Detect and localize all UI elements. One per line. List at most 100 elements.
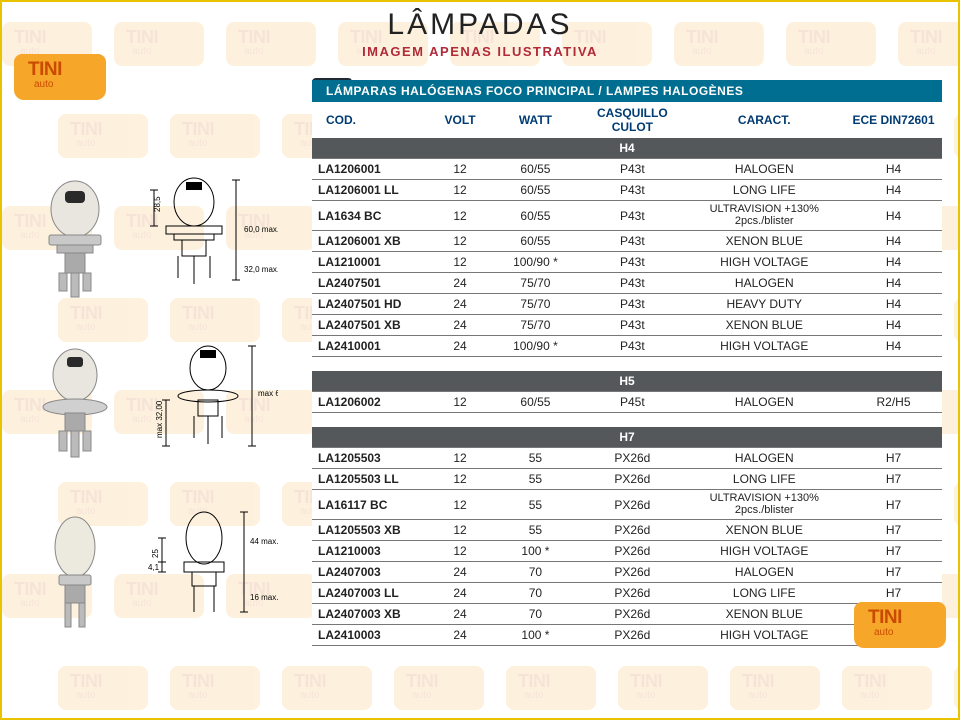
section-row: H5 [312,371,942,392]
cell-ece: H7 [845,448,942,469]
col-volt: VOLT [430,102,489,138]
svg-text:16 max.: 16 max. [250,593,278,602]
table-row: LA1206001 LL1260/55P43tLONG LIFEH4 [312,180,942,201]
table-row: LA241000324100 *PX26dHIGH VOLTAGEH7 [312,625,942,646]
cell-volt: 12 [430,159,489,180]
cell-watt: 75/70 [490,315,582,336]
cell-cas: PX26d [581,448,683,469]
cell-ece: H4 [845,231,942,252]
cell-watt: 60/55 [490,392,582,413]
cell-volt: 12 [430,541,489,562]
cell-cas: PX26d [581,469,683,490]
lamp-table: COD. VOLT WATT CASQUILLO CULOT CARACT. E… [312,102,942,660]
cell-cas: P43t [581,159,683,180]
cell-cas: PX26d [581,490,683,520]
cell-cas: P43t [581,180,683,201]
cell-car: HALOGEN [684,562,846,583]
cell-ece: H4 [845,273,942,294]
cell-cod: LA1634 BC [312,201,430,231]
cell-car: XENON BLUE [684,604,846,625]
cell-watt: 70 [490,604,582,625]
cell-cod: LA1206002 [312,392,430,413]
bulb-row-h7: 44 max. 16 max. 4,1 25 [20,508,300,648]
bulb-images-column: 60,0 max. 32,0 max. 28,5 [20,172,300,676]
cell-cod: LA1205503 XB [312,520,430,541]
cell-cod: LA2407003 LL [312,583,430,604]
cell-cod: LA2407501 XB [312,315,430,336]
cell-cas: PX26d [581,604,683,625]
cell-ece: R2/H5 [845,392,942,413]
cell-watt: 100 * [490,625,582,646]
bulb-diagram-h7: 44 max. 16 max. 4,1 25 [148,508,278,648]
cell-cas: P43t [581,201,683,231]
cell-volt: 12 [430,392,489,413]
cell-ece: H7 [845,583,942,604]
brand-badge-bottom-right: TINIauto [854,602,946,648]
cell-volt: 12 [430,448,489,469]
cell-watt: 100 * [490,541,582,562]
cell-cas: P43t [581,336,683,357]
table-row: LA2407003 LL2470PX26dLONG LIFEH7 [312,583,942,604]
table-row: LA1205503 XB1255PX26dXENON BLUEH7 [312,520,942,541]
cell-ece: H4 [845,201,942,231]
cell-ece: H7 [845,520,942,541]
cell-cod: LA2407501 [312,273,430,294]
bulb-photo-h7 [20,508,130,648]
cell-cas: PX26d [581,541,683,562]
svg-text:4,1: 4,1 [148,563,160,572]
cell-ece: H7 [845,562,942,583]
catalog-page: TINIautoTINIautoTINIautoTINIautoTINIauto… [0,0,960,720]
table-row: LA24075012475/70P43tHALOGENH4 [312,273,942,294]
table-row: LA12055031255PX26dHALOGENH7 [312,448,942,469]
cell-watt: 75/70 [490,294,582,315]
cell-car: XENON BLUE [684,520,846,541]
cell-volt: 12 [430,469,489,490]
cell-cas: P43t [581,273,683,294]
cell-ece: H4 [845,315,942,336]
cell-cod: LA1206001 XB [312,231,430,252]
cell-volt: 24 [430,583,489,604]
svg-text:28,5: 28,5 [153,196,162,212]
cell-car: LONG LIFE [684,583,846,604]
cell-cas: PX26d [581,625,683,646]
svg-text:60,0 max.: 60,0 max. [244,225,278,234]
table-row: LA2407003 XB2470PX26dXENON BLUEH7 [312,604,942,625]
cell-ece: H4 [845,252,942,273]
cell-watt: 55 [490,490,582,520]
cell-watt: 70 [490,562,582,583]
catalog-table-area: LÁMPARAS HALÓGENAS FOCO PRINCIPAL / LAMP… [312,80,942,660]
cell-ece: H4 [845,294,942,315]
table-row: LA1634 BC1260/55P43tULTRAVISION +130%2pc… [312,201,942,231]
cell-cod: LA16117 BC [312,490,430,520]
cell-watt: 75/70 [490,273,582,294]
table-row: LA1206001 XB1260/55P43tXENON BLUEH4 [312,231,942,252]
cell-volt: 24 [430,625,489,646]
cell-car: ULTRAVISION +130%2pcs./blister [684,201,846,231]
cell-car: HALOGEN [684,448,846,469]
cell-car: XENON BLUE [684,231,846,252]
table-row: LA24070032470PX26dHALOGENH7 [312,562,942,583]
cell-cod: LA2407501 HD [312,294,430,315]
cell-car: HIGH VOLTAGE [684,252,846,273]
section-row: H4 [312,138,942,159]
cell-volt: 24 [430,336,489,357]
cell-volt: 24 [430,604,489,625]
cell-ece: H7 [845,541,942,562]
col-cod: COD. [312,102,430,138]
svg-text:25: 25 [151,549,160,558]
cell-cod: LA2410001 [312,336,430,357]
bulb-row-h5: max 60,00 max 32,00 [20,340,300,480]
cell-ece: H4 [845,180,942,201]
cell-watt: 100/90 * [490,252,582,273]
col-watt: WATT [490,102,582,138]
cell-car: ULTRAVISION +130%2pcs./blister [684,490,846,520]
cell-car: HEAVY DUTY [684,294,846,315]
bulb-row-h4: 60,0 max. 32,0 max. 28,5 [20,172,300,312]
cell-cas: PX26d [581,583,683,604]
cell-volt: 24 [430,315,489,336]
brand-badge-top-left: TINIauto [14,54,106,100]
cell-cod: LA1210001 [312,252,430,273]
cell-volt: 12 [430,201,489,231]
cell-car: LONG LIFE [684,180,846,201]
cell-watt: 60/55 [490,201,582,231]
